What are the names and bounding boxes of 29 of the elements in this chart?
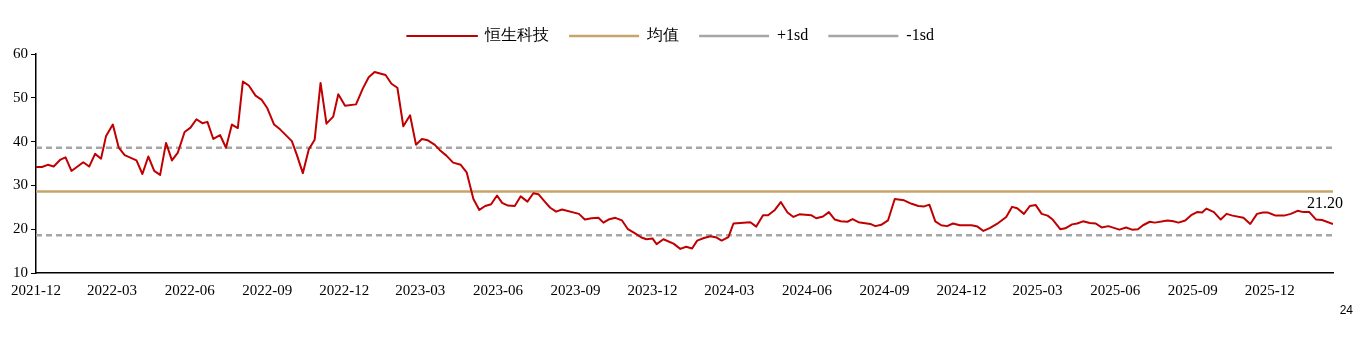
x-tick-label: 2024-06 (781, 281, 833, 298)
y-tick-label: 50 (13, 88, 28, 105)
x-tick-label: 2023-03 (395, 281, 446, 298)
legend-label: 均值 (646, 26, 680, 44)
x-tick-label: 2023-06 (472, 281, 524, 298)
y-tick-label: 30 (13, 176, 28, 193)
legend-label: +1sd (777, 26, 809, 44)
x-tick-label: 2024-09 (859, 281, 910, 298)
y-tick-label: 20 (13, 220, 28, 237)
x-tick-label: 2024-03 (704, 281, 755, 298)
data-label: 21.20 (1307, 194, 1343, 212)
y-tick-label: 10 (13, 263, 28, 280)
x-tick-label: 2025-06 (1090, 281, 1141, 298)
x-tick-label: 2023-09 (550, 281, 601, 298)
x-tick-label: 2022-06 (164, 281, 216, 298)
x-tick-label: 2025-12 (1244, 281, 1295, 298)
y-tick-label: 60 (13, 44, 28, 61)
x-tick-label: 2022-09 (242, 281, 293, 298)
x-tick-label: 2025-03 (1012, 281, 1063, 298)
text: 24 (1339, 303, 1353, 317)
x-tick-label: 2021-12 (11, 281, 61, 298)
x-tick-label: 2025-09 (1167, 281, 1218, 298)
y-tick-label: 40 (13, 132, 28, 149)
x-tick-label: 2022-12 (319, 281, 370, 298)
legend-label: -1sd (906, 26, 934, 44)
x-tick-label: 2023-12 (627, 281, 678, 298)
x-tick-label: 2022-03 (86, 281, 137, 298)
legend-label: 恒生科技 (484, 26, 550, 44)
x-tick-label: 2024-12 (936, 281, 987, 298)
